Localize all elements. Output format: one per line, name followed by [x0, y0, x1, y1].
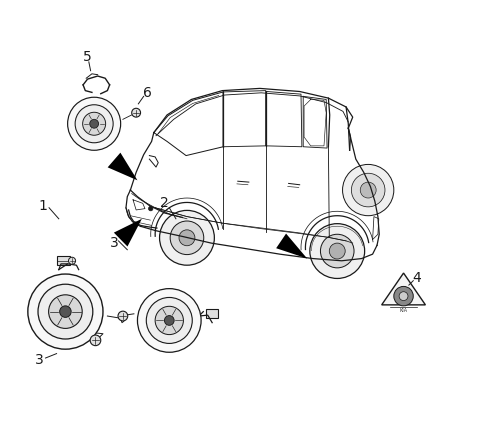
Polygon shape [276, 233, 307, 259]
Circle shape [360, 182, 376, 198]
Circle shape [148, 206, 153, 211]
Text: 4: 4 [412, 271, 421, 286]
Circle shape [38, 284, 93, 339]
Circle shape [132, 108, 141, 117]
Circle shape [321, 234, 354, 268]
Polygon shape [108, 152, 137, 180]
Circle shape [146, 297, 192, 343]
Text: KIA: KIA [399, 308, 408, 313]
Circle shape [159, 210, 215, 265]
Circle shape [83, 112, 106, 135]
Polygon shape [114, 219, 142, 247]
Text: 3: 3 [35, 353, 43, 367]
Circle shape [68, 97, 120, 150]
Circle shape [75, 105, 113, 143]
Circle shape [118, 311, 128, 321]
Circle shape [69, 257, 75, 264]
FancyBboxPatch shape [57, 256, 70, 265]
Circle shape [394, 286, 413, 306]
Circle shape [28, 274, 103, 349]
Circle shape [90, 335, 101, 346]
Circle shape [48, 295, 82, 328]
FancyBboxPatch shape [205, 309, 218, 318]
Circle shape [165, 316, 174, 325]
Circle shape [351, 173, 385, 207]
Text: 1: 1 [39, 198, 48, 213]
Circle shape [137, 289, 201, 352]
Text: 3: 3 [109, 236, 119, 250]
Circle shape [179, 230, 195, 246]
Circle shape [399, 292, 408, 301]
Circle shape [155, 306, 183, 335]
Circle shape [310, 224, 365, 278]
Circle shape [60, 306, 71, 317]
Circle shape [329, 243, 345, 259]
Text: 6: 6 [143, 86, 152, 100]
Circle shape [170, 221, 204, 255]
Text: 2: 2 [160, 196, 169, 210]
Circle shape [90, 119, 98, 128]
Text: 5: 5 [83, 50, 92, 65]
Circle shape [343, 164, 394, 216]
Polygon shape [382, 273, 425, 305]
